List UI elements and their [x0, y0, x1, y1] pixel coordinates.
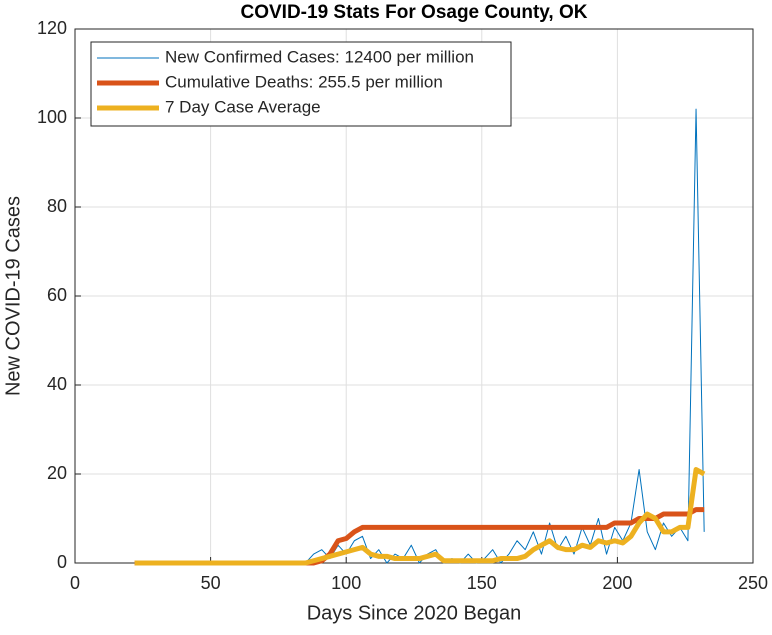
legend-label: Cumulative Deaths: 255.5 per million: [165, 72, 443, 91]
y-tick-label: 60: [47, 285, 67, 305]
x-tick-label: 0: [70, 573, 80, 593]
legend-box: [90, 41, 512, 127]
chart-title: COVID-19 Stats For Osage County, OK: [241, 2, 588, 23]
series-line: [134, 467, 706, 566]
x-tick-label: 200: [602, 573, 632, 593]
y-tick-label: 100: [37, 107, 67, 127]
x-tick-label: 100: [331, 573, 361, 593]
y-tick-label: 0: [57, 552, 67, 572]
x-tick-label: 250: [738, 573, 768, 593]
legend-label: 7 Day Case Average: [165, 97, 321, 116]
x-tick-label: 50: [201, 573, 221, 593]
y-tick-label: 80: [47, 196, 67, 216]
y-tick-label: 40: [47, 374, 67, 394]
y-axis-label: New COVID-19 Cases: [2, 196, 24, 396]
y-tick-label: 120: [37, 18, 67, 38]
legend-label: New Confirmed Cases: 12400 per million: [165, 47, 474, 66]
x-tick-label: 150: [467, 573, 497, 593]
x-axis-label: Days Since 2020 Began: [307, 602, 522, 624]
axes-box: [74, 28, 754, 564]
y-tick-label: 20: [47, 463, 67, 483]
